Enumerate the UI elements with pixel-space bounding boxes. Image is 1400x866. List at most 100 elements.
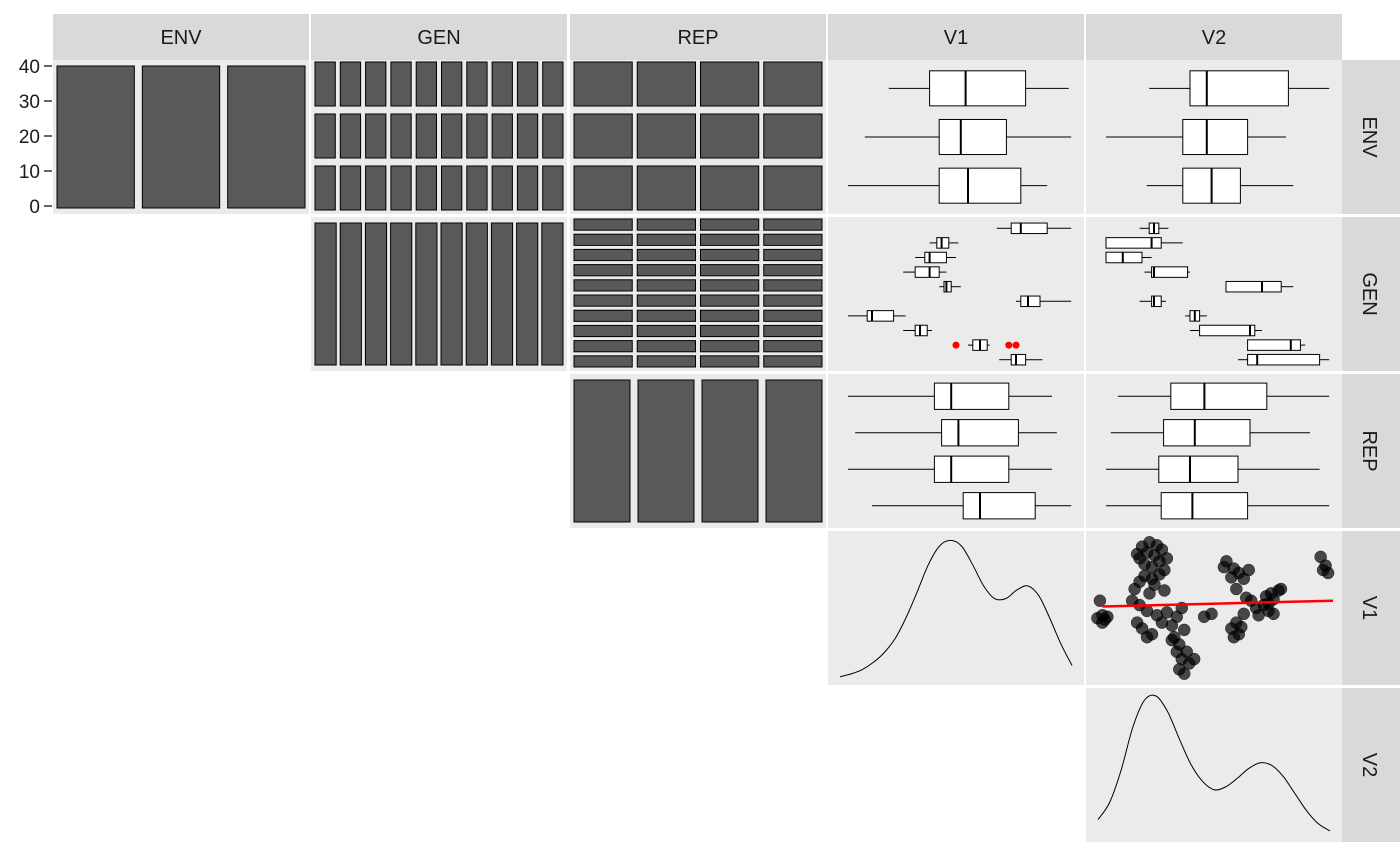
- bar: [466, 61, 488, 107]
- bar: [541, 222, 564, 366]
- box: [866, 310, 895, 322]
- box: [914, 266, 940, 278]
- box: [1199, 324, 1256, 337]
- bar: [441, 165, 463, 211]
- bar: [573, 355, 633, 368]
- bar: [227, 65, 306, 209]
- bar: [763, 355, 823, 368]
- bar: [491, 113, 513, 159]
- row-strips: ENV GEN REP V1 V2: [1342, 60, 1400, 842]
- bar: [339, 222, 362, 366]
- panel-rep-v2: [1086, 374, 1342, 528]
- panel-gen-v2: [1086, 217, 1342, 371]
- scatter-point: [1237, 607, 1251, 621]
- bar: [573, 379, 631, 523]
- bar: [700, 113, 760, 159]
- bar: [491, 61, 513, 107]
- scatter-point: [1160, 552, 1174, 565]
- bar: [314, 61, 336, 107]
- strip-row-v2-bg: [1342, 688, 1400, 842]
- box: [1247, 353, 1321, 366]
- strip-row-env-bg: [1342, 60, 1400, 214]
- box: [929, 70, 1027, 107]
- strip-row-rep-bg: [1342, 374, 1400, 528]
- outlier-point: [1005, 341, 1013, 349]
- panel-background: [1086, 531, 1342, 685]
- box: [1105, 237, 1162, 249]
- y-tick-label-40: 40: [19, 57, 40, 78]
- bar: [763, 279, 823, 292]
- panel-gen-gen: [311, 217, 567, 371]
- bar: [466, 165, 488, 211]
- bar: [365, 165, 387, 211]
- strip-col-v1-bg: [828, 14, 1084, 60]
- box: [938, 118, 1007, 156]
- strip-row-gen: GEN: [1358, 272, 1380, 315]
- bar: [636, 279, 696, 292]
- bar: [516, 222, 539, 366]
- bar: [700, 61, 760, 107]
- bar: [573, 165, 633, 211]
- panel-v1-v1: [828, 531, 1084, 685]
- panel-v1-v2: [1086, 531, 1342, 685]
- bar: [573, 279, 633, 292]
- bar: [415, 113, 438, 159]
- bar: [516, 113, 539, 159]
- bar: [141, 65, 221, 209]
- bar: [441, 113, 463, 159]
- box: [924, 251, 947, 264]
- bar: [636, 248, 696, 262]
- box: [962, 492, 1036, 520]
- bar: [542, 61, 564, 107]
- scatter-point: [1093, 594, 1107, 607]
- box: [1010, 222, 1048, 235]
- strip-row-v2: V2: [1358, 753, 1380, 777]
- bar: [763, 340, 823, 353]
- bar: [700, 294, 760, 307]
- bar: [763, 218, 823, 231]
- box: [1189, 70, 1289, 107]
- bar: [636, 264, 696, 277]
- bar: [573, 264, 633, 277]
- scatter-point: [1205, 607, 1218, 621]
- box: [936, 237, 950, 249]
- box: [1160, 492, 1249, 520]
- bar: [542, 165, 564, 211]
- bar: [636, 340, 696, 353]
- bar: [763, 294, 823, 307]
- panel-env-env: [53, 60, 309, 214]
- strip-row-v1-bg: [1342, 531, 1400, 685]
- bar: [490, 222, 514, 366]
- bar: [636, 324, 696, 338]
- bar: [636, 233, 696, 246]
- strip-col-rep: REP: [677, 27, 718, 49]
- box: [914, 324, 928, 337]
- bar: [390, 222, 413, 366]
- strip-col-rep-bg: [570, 14, 826, 60]
- strip-row-gen-bg: [1342, 217, 1400, 371]
- box: [1170, 382, 1268, 410]
- scatter-point: [1274, 582, 1288, 596]
- box: [1158, 455, 1239, 483]
- box: [941, 419, 1019, 447]
- bar: [763, 324, 823, 338]
- density-curve: [1097, 694, 1331, 832]
- y-tick-label-30: 30: [19, 92, 40, 113]
- box: [933, 382, 1010, 410]
- panel-gen-v1: [828, 217, 1084, 371]
- strip-col-v2-bg: [1086, 14, 1342, 60]
- strip-row-v1: V1: [1358, 596, 1380, 620]
- bar: [314, 222, 337, 366]
- bar: [763, 61, 823, 107]
- box: [1105, 251, 1143, 264]
- box: [943, 280, 952, 293]
- y-tick-label-0: 0: [29, 197, 40, 218]
- bar: [56, 65, 135, 209]
- strip-col-env: ENV: [160, 27, 202, 49]
- panel-gen-rep: [570, 217, 826, 371]
- box: [1163, 419, 1251, 447]
- strip-col-env-bg: [53, 14, 309, 60]
- strip-col-gen: GEN: [417, 27, 460, 49]
- bar: [365, 113, 387, 159]
- panels: [53, 60, 1342, 842]
